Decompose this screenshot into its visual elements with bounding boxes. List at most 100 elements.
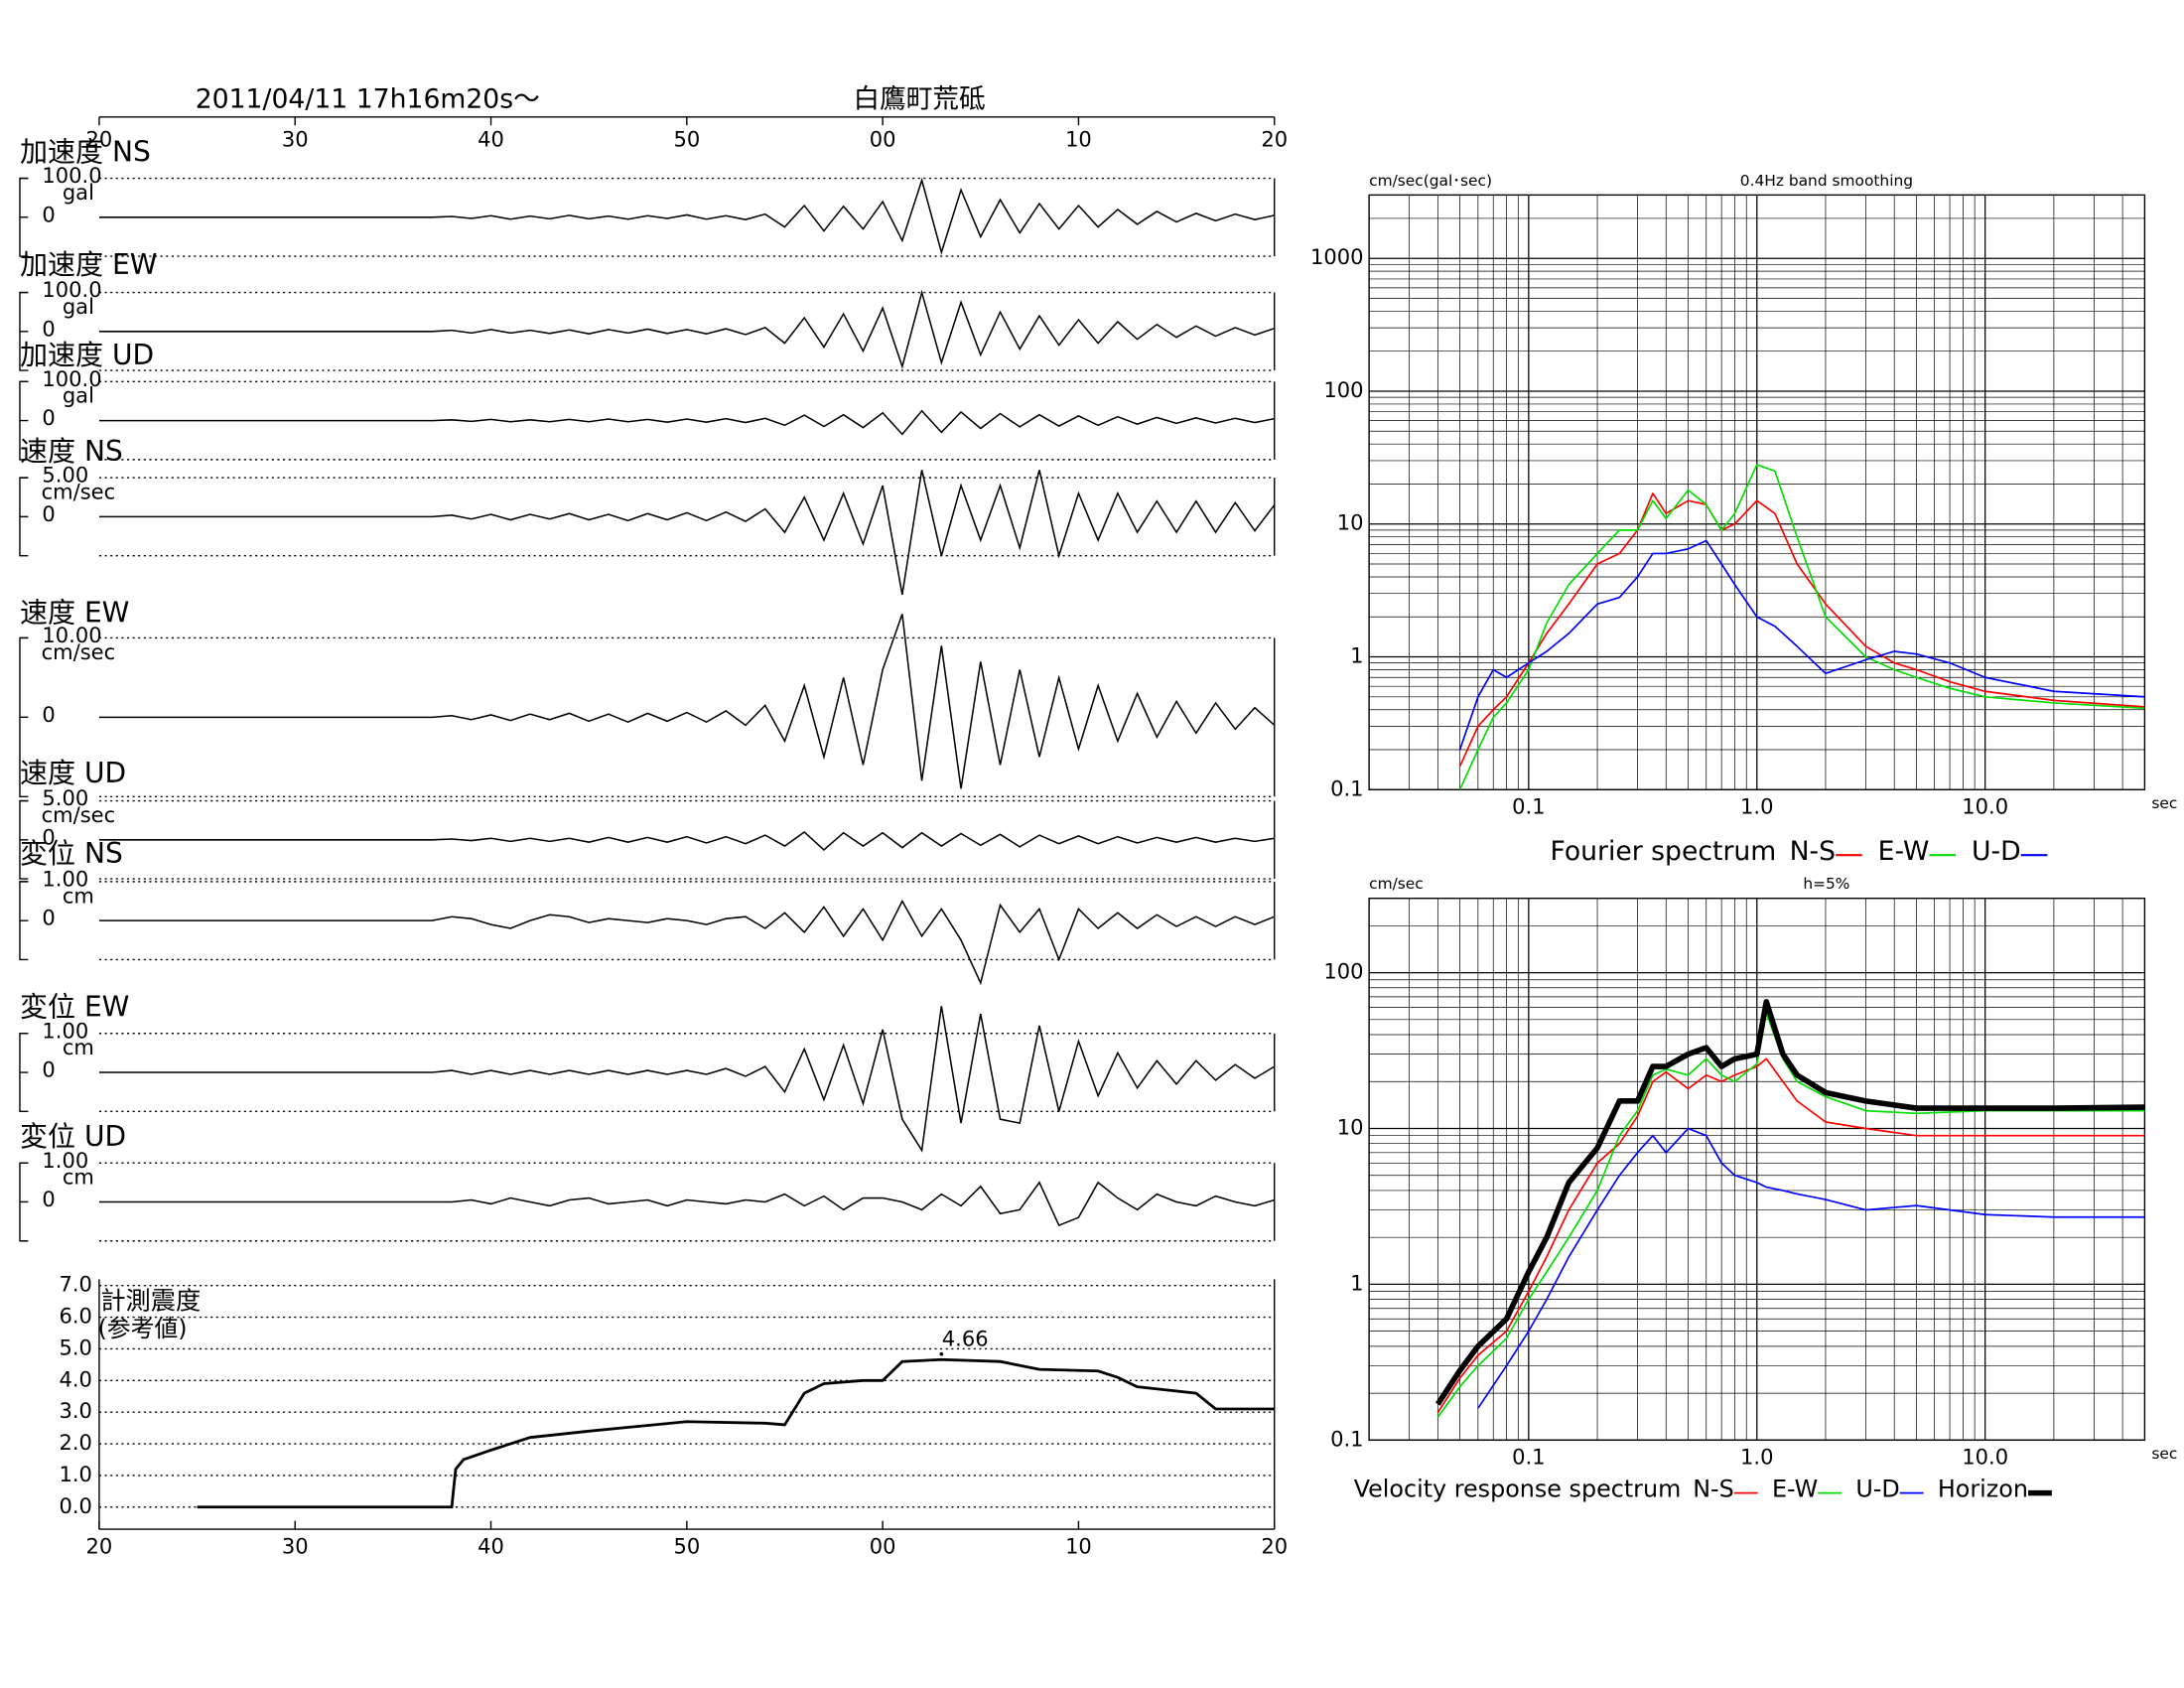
y-tick-label: 2.0: [59, 1430, 91, 1455]
panel-title: 速度 UD: [20, 757, 126, 789]
y-tick-label: 100: [1323, 377, 1363, 402]
y-tick-label: 100.0: [42, 366, 101, 391]
station: 白鷹町荒砥: [853, 83, 985, 114]
x-tick-label: 50: [673, 1533, 700, 1558]
x-tick-label: 10.0: [1962, 1445, 2008, 1470]
panel-title: 速度 NS: [20, 435, 123, 468]
legend-label: U-D: [1972, 836, 2021, 867]
y-tick-label: 0: [42, 702, 55, 727]
unit-label: cm/sec: [42, 480, 116, 504]
y-tick-label: 5.0: [59, 1335, 91, 1359]
x-tick-label: 0.1: [1512, 794, 1545, 819]
unit-label: gal: [63, 180, 94, 205]
panel-title: 変位 NS: [20, 837, 123, 870]
legend-label: E-W: [1878, 836, 1930, 867]
y-tick-label: 0: [42, 824, 55, 849]
spectrum-line: [1436, 1057, 2145, 1414]
unit-label: gal: [63, 294, 94, 319]
waveform: [98, 470, 1276, 596]
y-tick-label: 1.00: [42, 866, 88, 891]
y-tick-label: 0.0: [59, 1493, 91, 1518]
x-tick-label: 20: [1261, 127, 1288, 152]
x-tick-label: 30: [282, 127, 309, 152]
spectrum-line: [1477, 1127, 2145, 1409]
spectrum-line: [1458, 464, 2145, 790]
y-tick-label: 0.1: [1330, 1426, 1363, 1451]
waveform: [98, 614, 1276, 789]
y-tick-label: 1.00: [42, 1018, 88, 1043]
legend-label: N-S: [1790, 836, 1836, 867]
chart-subtitle: 0.4Hz band smoothing: [1740, 172, 1913, 190]
panel-bracket: [19, 177, 29, 257]
y-tick-label: 10.00: [42, 623, 101, 647]
chart-title: Fourier spectrum: [1550, 836, 1776, 867]
y-tick-label: 100: [1323, 959, 1363, 984]
y-tick-label: 1: [1350, 1270, 1363, 1295]
unit-label: cm/sec: [42, 639, 116, 664]
x-tick-label: 10.0: [1962, 794, 2008, 819]
chart-title: 計測震度: [100, 1286, 201, 1315]
x-tick-label: 40: [478, 1533, 504, 1558]
waveform: [98, 1006, 1276, 1153]
unit-label: gal: [63, 383, 94, 408]
waveform: [98, 409, 1275, 436]
unit-label: cm/sec(gal･sec): [1369, 172, 1492, 190]
x-tick-label: 40: [478, 127, 504, 152]
y-tick-label: 0: [42, 501, 55, 526]
x-tick-label: 10: [1065, 1533, 1092, 1558]
x-tick-label: 20: [1261, 1533, 1288, 1558]
y-tick-label: 1.0: [59, 1462, 91, 1486]
panel-bracket: [19, 881, 29, 961]
legend-label: Horizon: [1938, 1475, 2028, 1502]
y-tick-label: 10: [1337, 510, 1364, 535]
y-tick-label: 10: [1337, 1114, 1364, 1139]
y-tick-label: 1000: [1310, 244, 1363, 269]
unit-label: cm: [63, 1035, 94, 1059]
y-tick-label: 5.00: [42, 463, 88, 488]
y-tick-label: 1: [1350, 643, 1363, 668]
annotation-dot: [939, 1351, 944, 1356]
x-tick-label: 30: [282, 1533, 309, 1558]
unit-label: cm/sec: [1369, 875, 1424, 893]
legend-label: U-D: [1855, 1475, 1899, 1502]
unit-label: cm: [63, 883, 94, 908]
y-tick-label: 100.0: [42, 163, 101, 188]
x-tick-label: 50: [673, 127, 700, 152]
waveform: [98, 177, 1275, 255]
x-tick-label: 20: [86, 127, 113, 152]
legend-label: E-W: [1772, 1475, 1818, 1502]
annotation: 4.66: [942, 1327, 989, 1351]
panel-title: 変位 EW: [20, 991, 129, 1024]
x-axis-label: sec: [2151, 794, 2177, 812]
chart-subtitle: (参考値): [98, 1315, 188, 1342]
chart-title: Velocity response spectrum: [1354, 1475, 1682, 1502]
x-tick-label: 1.0: [1740, 1445, 1773, 1470]
waveform: [98, 830, 1275, 852]
unit-label: cm/sec: [42, 802, 116, 827]
intensity-line: [197, 1357, 1275, 1509]
x-axis-label: sec: [2151, 1445, 2177, 1463]
x-tick-label: 1.0: [1740, 794, 1773, 819]
unit-label: cm: [63, 1165, 94, 1190]
y-tick-label: 0: [42, 1057, 55, 1082]
spectrum-line: [1458, 539, 2145, 751]
x-tick-label: 00: [870, 127, 896, 152]
waveform: [98, 1181, 1275, 1227]
x-tick-label: 10: [1065, 127, 1092, 152]
datetime: 2011/04/11 17h16m20s〜: [196, 83, 540, 114]
y-tick-label: 0: [42, 316, 55, 341]
panel-bracket: [19, 1162, 29, 1242]
waveform: [98, 289, 1275, 369]
panel-bracket: [19, 1033, 29, 1113]
y-tick-label: 100.0: [42, 277, 101, 302]
x-tick-label: 20: [86, 1533, 113, 1558]
waveform: [98, 899, 1276, 986]
panel-title: 変位 UD: [20, 1120, 126, 1153]
panel-title: 速度 EW: [20, 597, 129, 630]
panel-title: 加速度 NS: [20, 135, 151, 168]
panel-title: 加速度 UD: [20, 339, 154, 371]
spectrum-line: [1434, 999, 2145, 1406]
panel-bracket: [19, 477, 29, 557]
y-tick-label: 7.0: [59, 1272, 91, 1297]
